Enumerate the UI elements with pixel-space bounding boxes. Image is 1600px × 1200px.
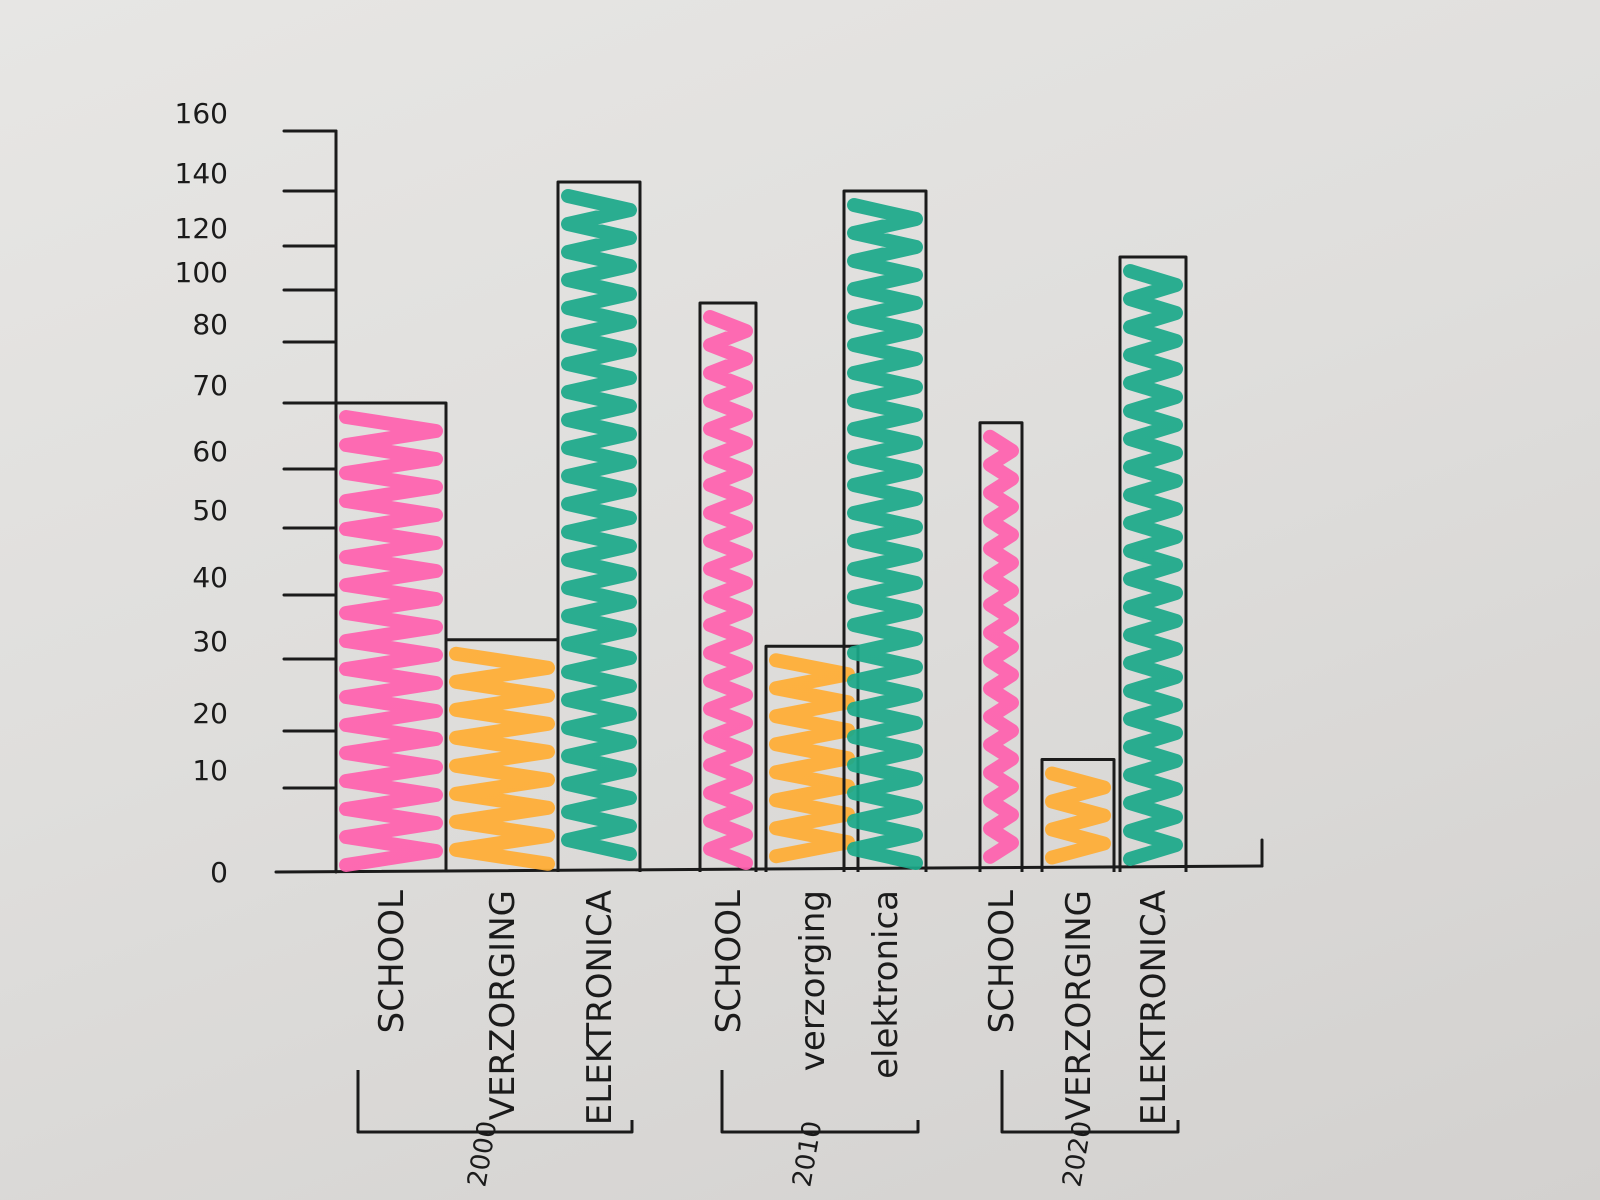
bar-fill-scribble [1123, 264, 1183, 866]
y-tick-label: 60 [192, 435, 228, 468]
bar [334, 401, 448, 872]
bar [978, 421, 1024, 872]
y-tick-label: 50 [192, 494, 228, 527]
x-category-label: VERZORGING [483, 890, 523, 1120]
y-tick-label: 70 [192, 369, 228, 402]
y-tick-label: 0 [210, 856, 228, 889]
bar-fill-scribble [769, 653, 855, 864]
x-category-label: elektronica [866, 890, 906, 1079]
group-year-label: 2000 [462, 1119, 503, 1189]
bar [698, 301, 758, 872]
bar-fill-scribble [983, 429, 1019, 864]
y-tick-label: 30 [192, 625, 228, 658]
y-tick-label: 20 [192, 697, 228, 730]
bar-fill-scribble [449, 646, 555, 871]
y-tick-label: 100 [175, 256, 228, 289]
y-tick-label: 80 [192, 308, 228, 341]
group-bracket [1000, 1070, 1180, 1134]
x-category-label: ELEKTRONICA [1134, 890, 1174, 1125]
x-category-label: SCHOOL [982, 890, 1022, 1033]
group-bracket [356, 1070, 634, 1134]
group-bracket [720, 1070, 920, 1134]
bar-fill-scribble [339, 410, 443, 872]
group-year-label: 2010 [787, 1119, 828, 1189]
bar [1040, 758, 1116, 872]
bar-fill-scribble [561, 189, 637, 861]
x-category-label: ELEKTRONICA [580, 890, 620, 1125]
x-category-label: verzorging [793, 890, 833, 1071]
bar-fill-scribble [703, 310, 753, 870]
y-tick-label: 160 [175, 97, 228, 130]
bar-fill-scribble [1045, 766, 1111, 865]
y-tick-label: 10 [192, 754, 228, 787]
group-year-label: 2020 [1057, 1119, 1098, 1189]
x-category-label: SCHOOL [372, 890, 412, 1033]
x-axis-line [274, 864, 1264, 874]
bar [842, 189, 928, 872]
y-tick-label: 120 [175, 212, 228, 245]
bar [1118, 255, 1188, 872]
y-tick-label: 40 [192, 561, 228, 594]
bar-fill-scribble [847, 198, 923, 870]
bar [556, 180, 642, 872]
y-tick-label: 140 [175, 157, 228, 190]
x-category-label: VERZORGING [1059, 890, 1099, 1120]
x-category-label: SCHOOL [709, 890, 749, 1033]
